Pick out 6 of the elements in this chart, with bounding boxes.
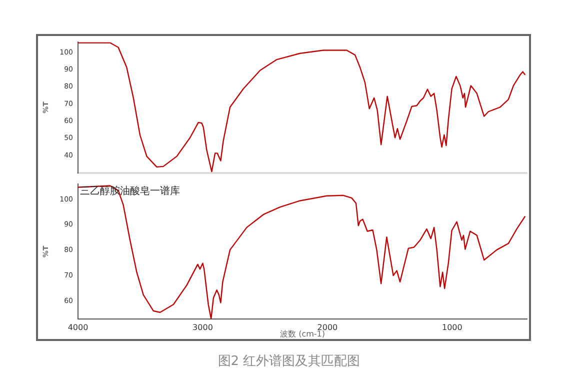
x-tick-label: 2000	[317, 322, 338, 332]
x-tick-label: 3000	[192, 322, 213, 332]
x-tick-label: 4000	[68, 322, 88, 332]
x-tick-label: 1000	[442, 322, 462, 332]
caption: 图2 红外谱图及其匹配图	[216, 353, 362, 370]
x-axis-title: 波数 (cm-1)	[280, 329, 325, 338]
